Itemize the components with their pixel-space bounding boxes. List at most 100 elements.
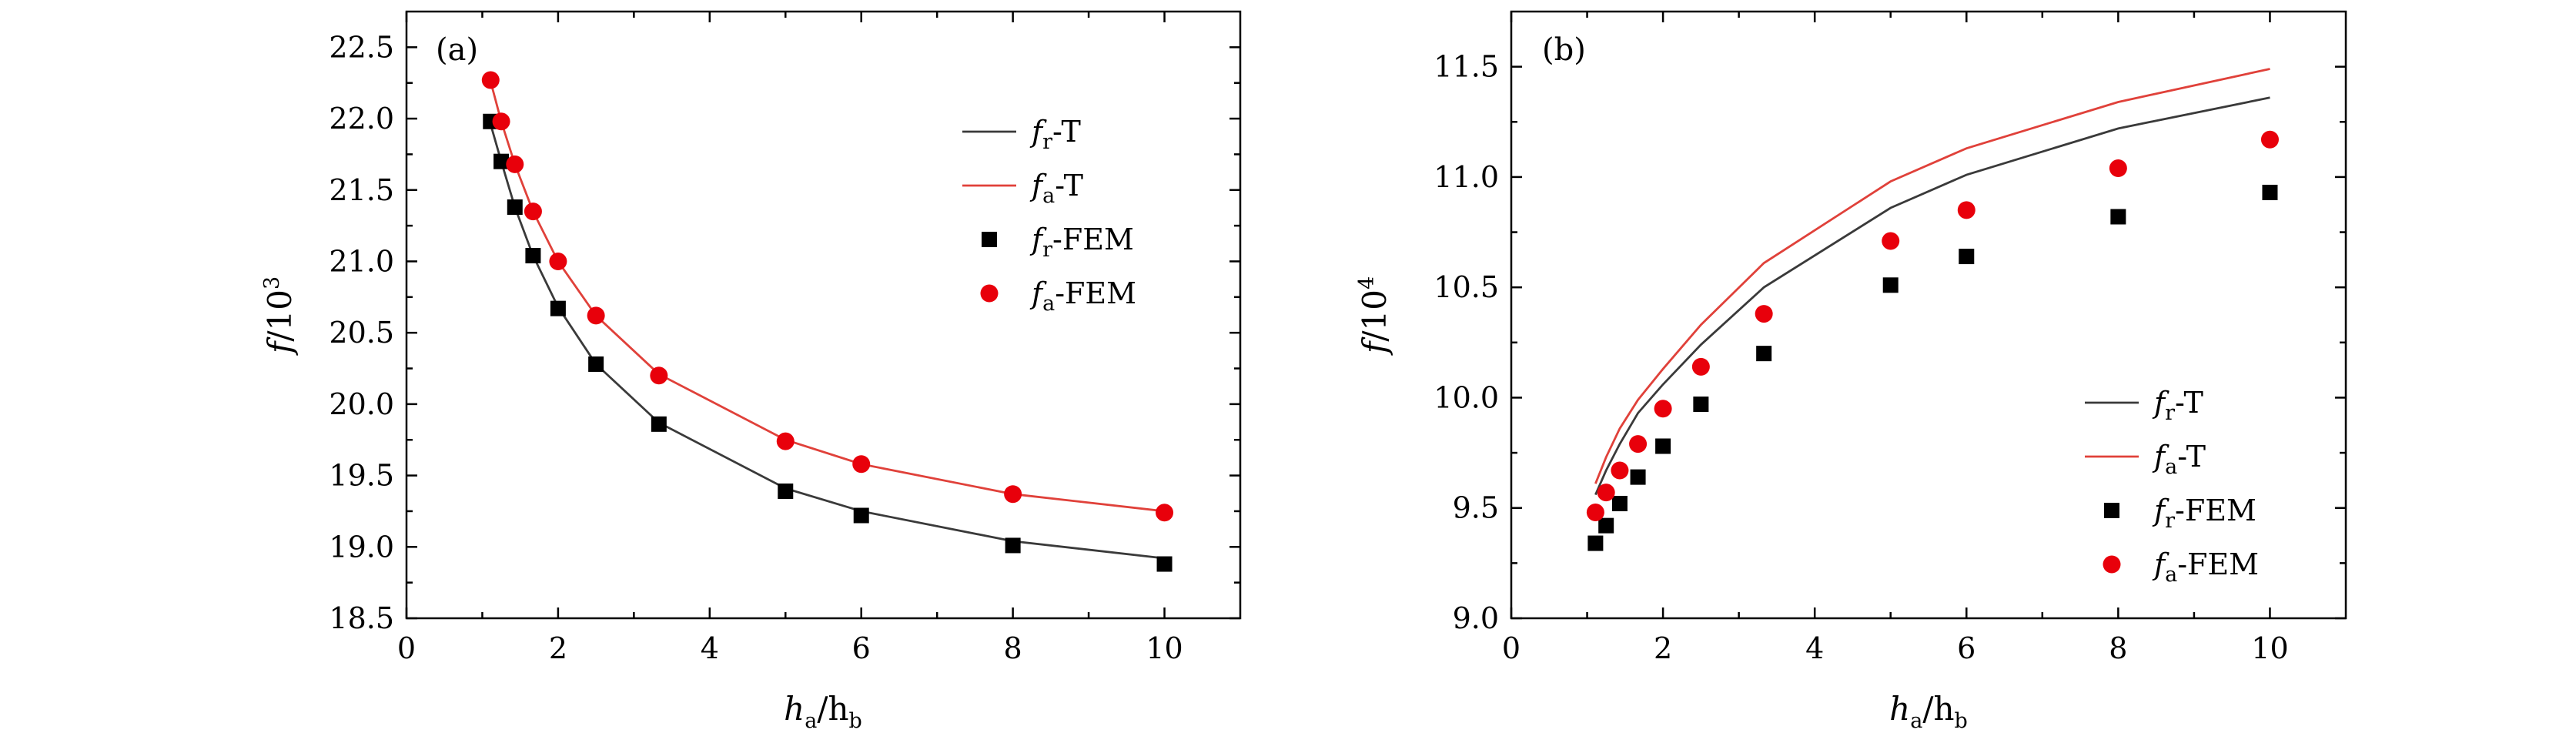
panel-label-a: (a) [436, 32, 478, 68]
legend-swatch-fa-FEM [2103, 555, 2121, 574]
legend-b: fr-T fa-T fr-FEM fa-FEM [2085, 386, 2259, 587]
data-point-fa-FEM [650, 366, 668, 385]
series-line-fr-T [1594, 96, 2270, 496]
data-point-fa-FEM [776, 432, 795, 450]
chart-panel-a: 0 2 4 6 8 10 18.5 19.0 19.5 20.0 20.5 21.0 21.5 22.0… [260, 10, 1242, 733]
data-point-fr-FEM [1611, 495, 1628, 511]
legend-label-fa-T: fa-T [1029, 169, 1083, 208]
data-point-fr-FEM [1598, 517, 1614, 534]
plot-frame-a [405, 10, 1242, 620]
series-layer-b [1586, 68, 2279, 551]
legend-item-fa-T: fa-T [962, 169, 1083, 208]
data-point-fr-FEM [1587, 535, 1604, 551]
y-tick-label: 22.5 [329, 30, 394, 64]
x-axis-label-b: ha/hb [1889, 690, 1968, 733]
x-axis-label-a: ha/hb [784, 690, 862, 733]
y-tick-label: 20.5 [329, 316, 394, 350]
axis-ticks-a [405, 12, 1240, 620]
data-point-fa-FEM [1629, 435, 1648, 453]
data-point-fa-FEM [1611, 461, 1629, 480]
data-point-fr-FEM [853, 507, 869, 524]
data-point-fa-FEM [481, 71, 500, 89]
data-point-fr-FEM [778, 483, 794, 499]
legend-label-fa-FEM: fa-FEM [1029, 276, 1136, 316]
data-point-fr-FEM [493, 153, 510, 169]
data-point-fr-FEM [1156, 556, 1173, 572]
data-point-fr-FEM [1959, 249, 1975, 265]
data-point-fa-FEM [1957, 201, 1975, 219]
data-point-fr-FEM [588, 356, 604, 372]
y-tick-label: 18.5 [329, 601, 394, 635]
legend-swatch-fa-FEM [980, 284, 999, 303]
y-axis-label-b: f/104 [1355, 276, 1393, 356]
data-point-fa-FEM [587, 306, 605, 325]
series-fa-T-b [1594, 68, 2270, 484]
data-point-fa-FEM [1691, 357, 1710, 376]
x-tick-label: 0 [397, 631, 416, 665]
y-tick-label: 22.0 [329, 102, 394, 136]
data-point-fa-FEM [1597, 484, 1615, 502]
y-tick-label: 21.0 [329, 244, 394, 278]
data-point-fr-FEM [1693, 397, 1709, 413]
data-point-fr-FEM [2262, 184, 2278, 200]
data-point-fr-FEM [1756, 346, 1772, 362]
data-point-fa-FEM [1586, 503, 1604, 521]
legend-label-fr-FEM: fr-FEM [2152, 494, 2257, 533]
y-tick-labels-a: 18.5 19.0 19.5 20.0 20.5 21.0 21.5 22.0 22.5 [329, 30, 394, 635]
series-layer-a [481, 71, 1174, 572]
legend-swatch-fr-FEM [2104, 503, 2119, 518]
series-fr-FEM-b [1587, 184, 2278, 551]
data-point-fa-FEM [2260, 130, 2279, 149]
series-fr-FEM-a [483, 113, 1173, 572]
legend-label-fr-T: fr-T [1029, 115, 1081, 154]
y-tick-label: 9.5 [1453, 491, 1499, 525]
x-tick-label: 6 [852, 631, 871, 665]
legend-item-fa-T: fa-T [2085, 440, 2206, 479]
x-tick-label: 2 [549, 631, 567, 665]
x-tick-labels-b: 0 2 4 6 8 10 [1502, 631, 2289, 665]
legend-label-fr-T: fr-T [2152, 386, 2203, 425]
series-fr-T-b [1594, 96, 2270, 496]
y-tick-label: 20.0 [329, 387, 394, 421]
y-tick-label: 11.0 [1434, 160, 1499, 194]
data-point-fr-FEM [1882, 277, 1899, 293]
y-tick-label: 10.0 [1434, 380, 1499, 414]
data-point-fa-FEM [549, 252, 567, 270]
x-tick-label: 2 [1654, 631, 1672, 665]
data-point-fr-FEM [1630, 469, 1646, 485]
x-tick-label: 0 [1502, 631, 1521, 665]
y-tick-label: 10.5 [1434, 270, 1499, 304]
data-point-fr-FEM [550, 300, 566, 316]
x-tick-label: 4 [701, 631, 719, 665]
y-tick-label: 19.0 [329, 530, 394, 564]
axis-ticks-b [1510, 12, 2346, 620]
data-point-fr-FEM [1005, 537, 1021, 554]
x-tick-label: 10 [2251, 631, 2288, 665]
legend-item-fr-T: fr-T [962, 115, 1081, 154]
legend-item-fa-FEM: fa-FEM [2103, 547, 2259, 587]
data-point-fa-FEM [1004, 485, 1022, 504]
x-tick-label: 4 [1805, 631, 1824, 665]
x-tick-label: 6 [1957, 631, 1975, 665]
data-point-fr-FEM [2110, 209, 2126, 225]
legend-label-fa-FEM: fa-FEM [2152, 547, 2259, 587]
data-point-fr-FEM [507, 199, 523, 216]
legend-swatch-fr-FEM [982, 232, 997, 247]
data-point-fa-FEM [852, 455, 871, 474]
legend-label-fa-T: fa-T [2152, 440, 2206, 479]
legend-item-fr-T: fr-T [2085, 386, 2203, 425]
series-line-fa-T [1594, 68, 2270, 484]
y-tick-label: 11.5 [1434, 50, 1499, 84]
data-point-fa-FEM [1755, 305, 1773, 323]
data-point-fa-FEM [506, 155, 524, 173]
legend-item-fa-FEM: fa-FEM [980, 276, 1136, 316]
data-point-fa-FEM [524, 202, 542, 221]
data-point-fa-FEM [1654, 400, 1672, 418]
data-point-fa-FEM [2109, 159, 2127, 177]
data-point-fa-FEM [1882, 232, 1900, 250]
legend-item-fr-FEM: fr-FEM [2104, 494, 2257, 533]
data-point-fa-FEM [1156, 504, 1174, 522]
series-fa-FEM-a [481, 71, 1174, 522]
data-point-fa-FEM [492, 112, 510, 131]
